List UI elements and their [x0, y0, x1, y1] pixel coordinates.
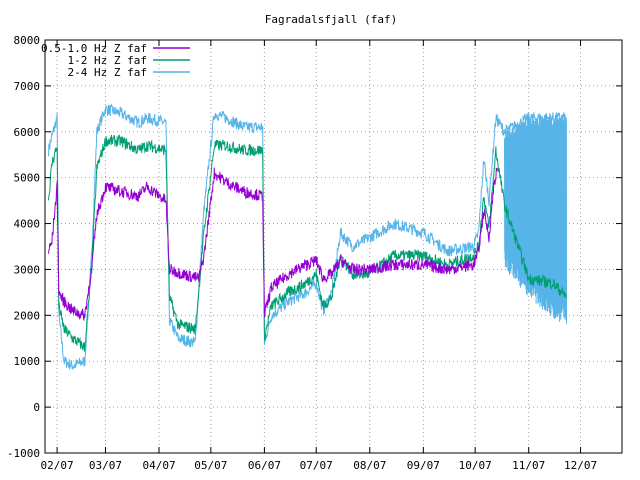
- grid-lines: [45, 40, 622, 453]
- axis-ticks: -1000 0 1000 2000 3000 4000 5000 6000 7000 8000 02…: [7, 34, 622, 472]
- x-tick-label: 09/07: [407, 459, 440, 472]
- y-tick-label: 7000: [14, 80, 41, 93]
- series-line: [48, 134, 568, 352]
- series-lines: [48, 103, 568, 370]
- x-tick-label: 06/07: [248, 459, 281, 472]
- x-tick-label: 03/07: [89, 459, 122, 472]
- x-tick-label: 05/07: [194, 459, 227, 472]
- x-tick-label: 07/07: [300, 459, 333, 472]
- y-tick-label: 3000: [14, 263, 41, 276]
- legend-label: 2-4 Hz Z faf: [68, 66, 147, 79]
- y-tick-label: 2000: [14, 309, 41, 322]
- x-tick-label: 11/07: [512, 459, 545, 472]
- plot-area-frame: [44, 39, 623, 454]
- legend-label: 1-2 Hz Z faf: [68, 54, 147, 67]
- y-tick-label: 8000: [14, 34, 41, 47]
- series-line: [48, 167, 499, 321]
- y-tick-label: 1000: [14, 355, 41, 368]
- y-tick-label: -1000: [7, 447, 40, 460]
- x-tick-label: 02/07: [41, 459, 74, 472]
- x-tick-label: 08/07: [353, 459, 386, 472]
- x-tick-label: 10/07: [459, 459, 492, 472]
- series-line: [48, 103, 568, 370]
- x-tick-label: 04/07: [142, 459, 175, 472]
- series-band: [504, 117, 567, 324]
- legend-label: 0.5-1.0 Hz Z faf: [41, 42, 147, 55]
- y-tick-label: 5000: [14, 172, 41, 185]
- y-tick-label: 4000: [14, 218, 41, 231]
- y-tick-label: 6000: [14, 126, 41, 139]
- chart-title: Fagradalsfjall (faf): [265, 13, 397, 26]
- x-tick-label: 12/07: [564, 459, 597, 472]
- y-tick-label: 0: [33, 401, 40, 414]
